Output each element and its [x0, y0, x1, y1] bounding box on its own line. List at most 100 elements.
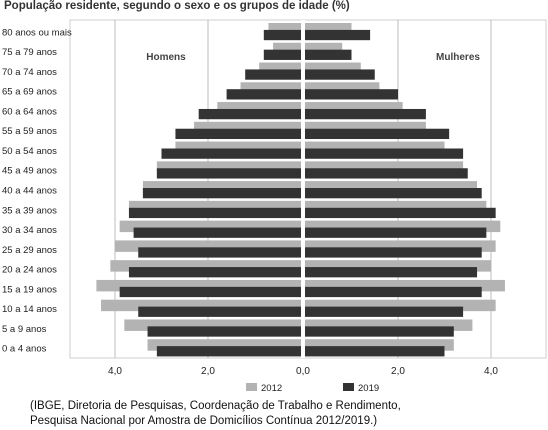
bar-2012-mulheres — [305, 22, 352, 35]
age-group-label: 40 a 44 anos — [2, 186, 57, 197]
bar-2012-mulheres — [305, 339, 454, 351]
age-group-label: 55 a 59 anos — [2, 126, 57, 137]
source-note-line-2: Pesquisa Nacional por Amostra de Domicíl… — [30, 415, 378, 427]
age-group-label: 10 a 14 anos — [2, 304, 57, 315]
bar-2019-homens — [147, 326, 301, 337]
source-note-line-1: (IBGE, Diretoria de Pesquisas, Coordenaç… — [30, 400, 401, 412]
bar-2012-homens — [147, 339, 301, 351]
bar-2012-mulheres — [305, 62, 361, 74]
bar-2019-mulheres — [305, 346, 445, 357]
bar-2012-homens — [240, 82, 301, 94]
bar-2019-homens — [133, 227, 301, 238]
bar-2019-homens — [198, 108, 301, 120]
bar-2019-homens — [156, 346, 301, 357]
source-note: (IBGE, Diretoria de Pesquisas, Coordenaç… — [30, 399, 401, 429]
bar-2019-mulheres — [305, 108, 426, 120]
bar-2019-mulheres — [305, 286, 482, 298]
bar-2012-homens — [96, 279, 302, 292]
bar-2019-homens — [142, 188, 301, 199]
bar-2019-mulheres — [305, 148, 464, 159]
x-tick-label: 0,0 — [296, 366, 310, 377]
bar-2012-homens — [115, 240, 301, 252]
bar-2012-mulheres — [305, 279, 505, 292]
x-tick-label: 2,0 — [391, 366, 405, 377]
x-tick-label: 4,0 — [108, 366, 122, 377]
bar-2019-mulheres — [305, 89, 398, 100]
bar-2012-homens — [259, 62, 301, 74]
bar-2012-homens — [194, 121, 301, 134]
bar-2012-homens — [268, 22, 301, 35]
bar-2019-homens — [263, 29, 301, 41]
x-tick-label: 4,0 — [484, 366, 498, 377]
bar-2019-homens — [138, 306, 301, 317]
bar-2019-homens — [175, 128, 301, 140]
bar-2019-homens — [226, 89, 301, 100]
age-group-label: 0 a 4 anos — [2, 344, 47, 355]
bar-2012-mulheres — [305, 181, 478, 193]
bar-2019-mulheres — [305, 188, 482, 199]
bar-2019-mulheres — [305, 267, 478, 278]
bar-2019-mulheres — [305, 247, 482, 258]
age-group-label: 60 a 64 anos — [2, 106, 57, 117]
label-homens: Homens — [146, 52, 186, 63]
age-group-label: 75 a 79 anos — [2, 47, 57, 58]
population-pyramid-chart: Homens Mulheres 80 anos ou mais 75 a 79 ano… — [2, 19, 547, 394]
bar-2012-homens — [273, 42, 301, 55]
bar-2012-mulheres — [305, 121, 426, 134]
age-group-label: 20 a 24 anos — [2, 265, 57, 276]
legend-label-2012: 2012 — [261, 383, 282, 394]
bar-2012-mulheres — [305, 161, 464, 173]
bar-2019-mulheres — [305, 306, 464, 317]
bar-2019-mulheres — [305, 128, 450, 140]
bar-2012-homens — [175, 141, 301, 154]
legend: 2012 2019 — [246, 383, 379, 394]
bar-2012-mulheres — [305, 319, 473, 331]
bar-2012-mulheres — [305, 102, 403, 114]
age-group-label: 80 anos ou mais — [2, 27, 72, 38]
bar-2019-mulheres — [305, 69, 375, 80]
bar-2019-homens — [245, 69, 301, 80]
bar-2012-mulheres — [305, 141, 445, 154]
bar-2012-homens — [156, 161, 301, 173]
bar-2012-homens — [101, 299, 301, 312]
age-group-label: 70 a 74 anos — [2, 67, 57, 78]
bar-2019-mulheres — [305, 29, 371, 41]
age-group-label: 45 a 49 anos — [2, 166, 57, 177]
bar-2019-homens — [161, 148, 301, 159]
age-group-label: 15 a 19 anos — [2, 284, 57, 295]
bar-2019-homens — [156, 168, 301, 179]
x-tick-label: 2,0 — [201, 366, 215, 377]
label-mulheres: Mulheres — [436, 52, 480, 63]
age-group-label: 30 a 34 anos — [2, 225, 57, 236]
legend-swatch-2012 — [246, 383, 257, 391]
age-group-label: 35 a 39 anos — [2, 205, 57, 216]
age-group-label: 50 a 54 anos — [2, 146, 57, 157]
bar-2012-homens — [142, 181, 301, 193]
bar-2012-mulheres — [305, 200, 487, 213]
chart-title: População residente, segundo o sexo e os… — [4, 0, 350, 12]
age-group-label: 5 a 9 anos — [2, 324, 47, 335]
bar-2012-mulheres — [305, 260, 491, 272]
bar-2019-mulheres — [305, 326, 454, 337]
bar-2012-mulheres — [305, 82, 380, 94]
bar-2019-homens — [138, 247, 301, 258]
legend-label-2019: 2019 — [358, 383, 379, 394]
age-group-label: 25 a 29 anos — [2, 245, 57, 256]
legend-swatch-2019 — [343, 383, 354, 391]
bar-2019-mulheres — [305, 227, 487, 238]
bar-2019-mulheres — [305, 49, 352, 60]
bar-2012-homens — [217, 102, 301, 114]
bar-2012-mulheres — [305, 240, 496, 252]
age-group-label: 65 a 69 anos — [2, 87, 57, 98]
bar-2019-homens — [263, 49, 301, 60]
bar-2012-mulheres — [305, 220, 501, 233]
bar-2019-homens — [128, 267, 301, 278]
bar-2012-homens — [110, 260, 301, 272]
bar-2012-homens — [128, 200, 301, 213]
bar-2012-mulheres — [305, 42, 343, 55]
bar-2012-homens — [119, 220, 302, 233]
bar-2019-homens — [119, 286, 302, 298]
center-divider — [301, 20, 305, 358]
bar-2019-mulheres — [305, 207, 496, 219]
bar-2012-homens — [124, 319, 301, 331]
